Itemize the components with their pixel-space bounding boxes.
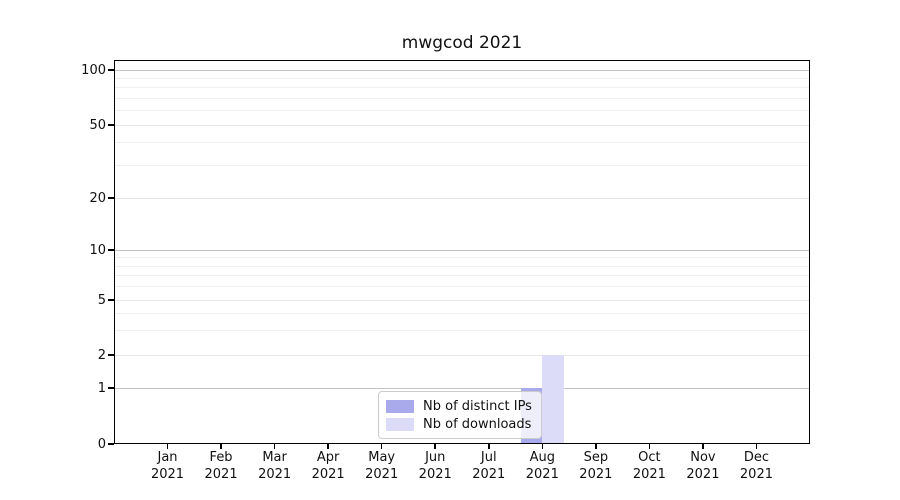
x-tick-label: Jul 2021 <box>472 450 506 482</box>
y-tick-mark <box>108 197 114 199</box>
major-gridline-1 <box>114 387 810 389</box>
gridline-20 <box>114 197 810 199</box>
gridline-2 <box>114 354 810 356</box>
minor-gridline <box>114 265 810 267</box>
gridline-5 <box>114 299 810 301</box>
legend-item-downloads: Nb of downloads <box>386 417 534 432</box>
bar-downloads-aug <box>542 355 564 444</box>
x-tick-mark <box>166 444 169 449</box>
legend-item-distinct-ips: Nb of distinct IPs <box>386 399 534 414</box>
y-tick-mark <box>108 387 114 389</box>
x-tick-mark <box>434 444 436 449</box>
minor-gridline <box>114 286 810 288</box>
x-tick-label: Jun 2021 <box>418 450 452 482</box>
x-tick-label: Dec 2021 <box>739 450 773 482</box>
y-tick-mark <box>108 299 114 301</box>
legend: Nb of distinct IPs Nb of downloads <box>378 391 542 439</box>
x-tick-label: Mar 2021 <box>258 450 292 482</box>
x-tick-mark <box>327 444 329 449</box>
minor-gridline <box>114 77 810 79</box>
minor-gridline <box>114 110 810 112</box>
x-tick-label: May 2021 <box>365 450 399 482</box>
minor-gridline <box>114 275 810 277</box>
x-tick-mark <box>541 444 544 449</box>
x-tick-label: Apr 2021 <box>311 450 345 482</box>
plot-area <box>114 60 810 444</box>
x-tick-mark <box>488 444 490 449</box>
y-tick-label: 0 <box>97 436 106 452</box>
legend-label-downloads: Nb of downloads <box>423 416 532 432</box>
y-tick-mark <box>108 354 114 356</box>
x-tick-label: Aug 2021 <box>525 450 559 482</box>
y-tick-mark <box>108 124 114 126</box>
y-tick-label: 100 <box>81 62 106 78</box>
minor-gridline <box>114 142 810 144</box>
x-tick-mark <box>648 444 651 449</box>
x-tick-mark <box>220 444 222 449</box>
y-tick-label: 20 <box>89 190 106 206</box>
y-tick-label: 10 <box>89 242 106 258</box>
major-gridline-10 <box>114 249 810 251</box>
minor-gridline <box>114 97 810 99</box>
y-tick-mark <box>108 69 114 71</box>
chart-title: mwgcod 2021 <box>401 33 523 53</box>
x-tick-mark <box>380 444 383 449</box>
x-tick-mark <box>273 444 276 449</box>
minor-gridline <box>114 87 810 89</box>
x-tick-mark <box>595 444 597 449</box>
x-tick-label: Oct 2021 <box>632 450 666 482</box>
legend-swatch-downloads <box>386 417 414 431</box>
y-tick-label: 1 <box>97 380 106 396</box>
x-tick-mark <box>755 444 758 449</box>
x-tick-label: Feb 2021 <box>204 450 238 482</box>
y-tick-label: 5 <box>97 292 106 308</box>
x-tick-mark <box>702 444 704 449</box>
y-tick-mark <box>108 443 114 445</box>
minor-gridline <box>114 165 810 167</box>
minor-gridline <box>114 312 810 314</box>
x-tick-label: Jan 2021 <box>150 450 185 482</box>
y-tick-label: 2 <box>97 347 106 363</box>
major-gridline-100 <box>114 69 810 71</box>
y-tick-mark <box>108 249 114 251</box>
legend-label-distinct-ips: Nb of distinct IPs <box>423 398 532 414</box>
y-tick-label: 50 <box>89 117 106 133</box>
minor-gridline <box>114 257 810 259</box>
x-tick-label: Sep 2021 <box>579 450 613 482</box>
legend-swatch-distinct-ips <box>386 399 414 413</box>
gridline-50 <box>114 124 810 126</box>
x-tick-label: Nov 2021 <box>686 450 720 482</box>
minor-gridline <box>114 330 810 332</box>
